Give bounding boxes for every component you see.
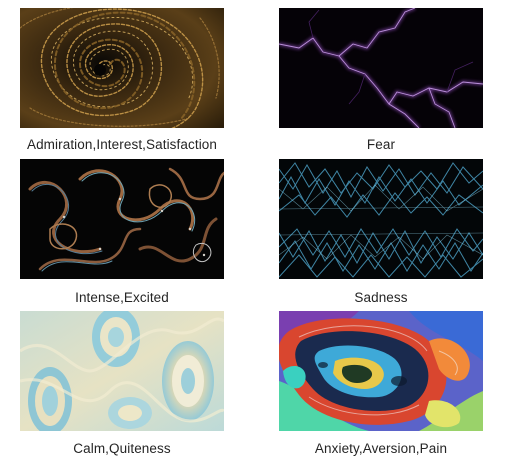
tile-image-admiration xyxy=(20,8,224,128)
tile-image-intense xyxy=(20,159,224,279)
caption-calm: Calm,Quiteness xyxy=(73,441,171,456)
caption-intense: Intense,Excited xyxy=(75,290,169,305)
tangled-ribbons-image xyxy=(20,159,224,279)
tile-image-calm xyxy=(20,311,224,431)
tile-image-sadness xyxy=(279,159,483,279)
tile-image-fear xyxy=(279,8,483,128)
caption-admiration: Admiration,Interest,Satisfaction xyxy=(26,137,218,152)
caption-fear: Fear xyxy=(366,137,396,152)
golden-spiral-image xyxy=(20,8,224,128)
purple-lightning-image xyxy=(279,8,483,128)
psychedelic-swirl-image xyxy=(279,311,483,431)
pastel-waves-image xyxy=(20,311,224,431)
blue-zigzag-image xyxy=(279,159,483,279)
tile-image-anxiety xyxy=(279,311,483,431)
caption-anxiety: Anxiety,Aversion,Pain xyxy=(314,441,448,456)
caption-sadness: Sadness xyxy=(354,290,408,305)
